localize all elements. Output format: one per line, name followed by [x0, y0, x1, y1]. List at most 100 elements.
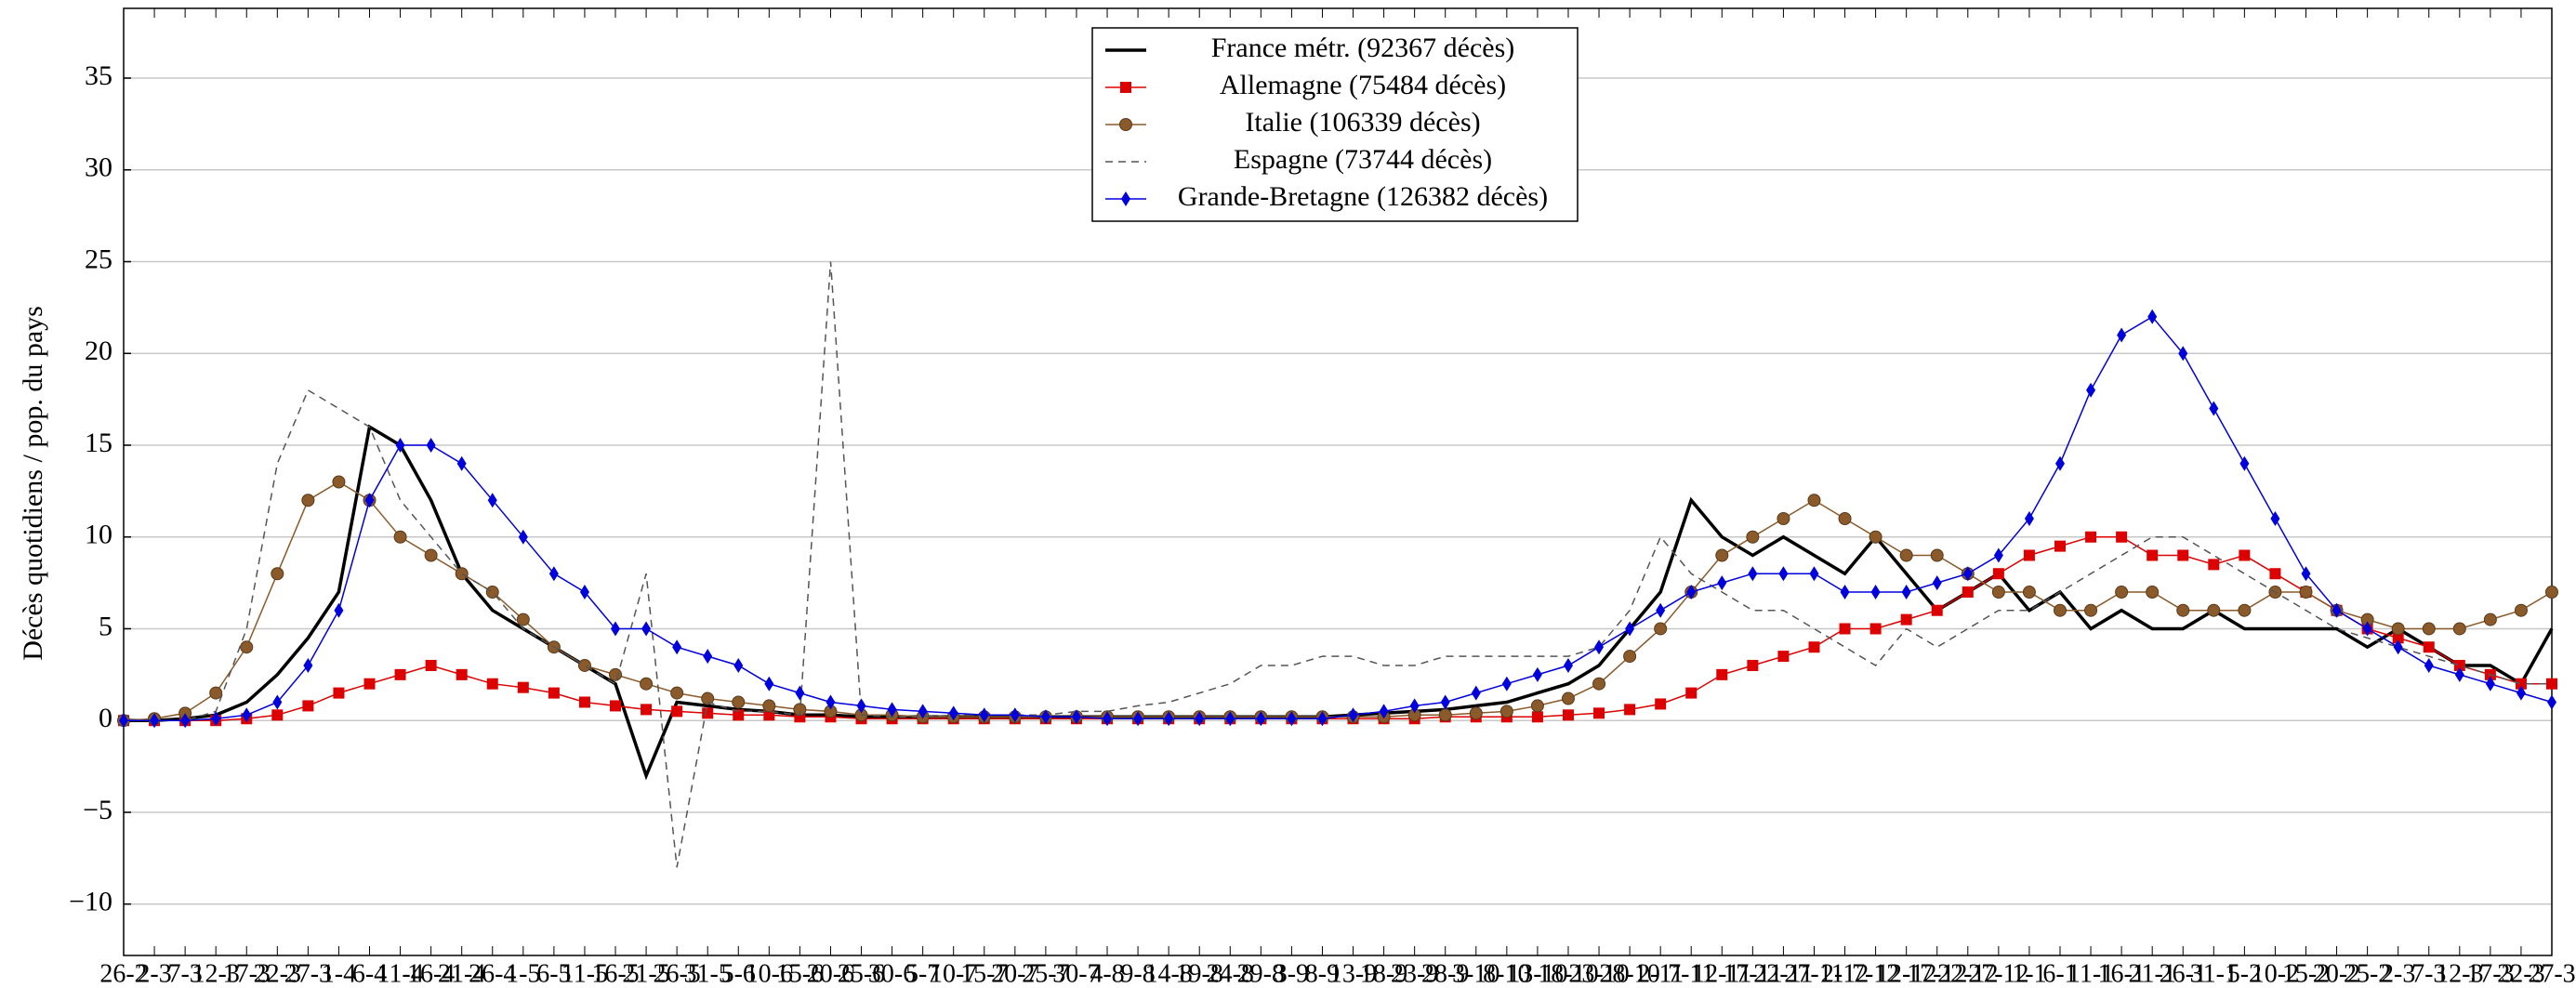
x-tick-label: 22-11 [1753, 959, 1813, 988]
x-tick-label: 5-2 [2227, 959, 2262, 988]
series-line [124, 315, 2553, 721]
marker [1838, 511, 1852, 525]
marker [2362, 621, 2372, 637]
marker [2084, 603, 2098, 617]
marker [1164, 711, 1174, 727]
x-tick-label: 24-8 [1207, 959, 1254, 988]
marker [1991, 585, 2005, 599]
marker [1901, 584, 1911, 599]
marker [426, 438, 436, 454]
marker [1655, 698, 1667, 710]
x-tick-label: 25-7 [1022, 959, 1069, 988]
marker [1379, 704, 1389, 719]
marker [2423, 641, 2435, 653]
marker [1748, 566, 1758, 582]
marker [2147, 309, 2158, 324]
x-tick-label: 23-9 [1391, 959, 1438, 988]
marker [2454, 666, 2464, 682]
marker [1840, 584, 1850, 599]
series-line [124, 261, 2552, 868]
marker [2483, 613, 2497, 626]
x-tick-label: 21-4 [438, 959, 485, 988]
marker [1040, 709, 1050, 725]
marker [1409, 698, 1420, 714]
marker [2392, 632, 2404, 644]
x-tick-label: 18-9 [1360, 959, 1407, 988]
x-tick-label: 11-5 [561, 959, 608, 988]
y-tick-label: 30 [85, 152, 112, 183]
marker [1348, 707, 1358, 723]
marker [1839, 623, 1851, 635]
y-tick-label: 25 [85, 244, 112, 274]
marker [2053, 603, 2067, 617]
marker [2178, 346, 2188, 362]
marker [302, 700, 314, 712]
x-tick-label: 20-7 [991, 959, 1038, 988]
marker [2515, 678, 2527, 690]
y-tick-label: 10 [85, 520, 112, 550]
marker [2086, 382, 2096, 398]
marker [1625, 621, 1635, 637]
marker [1317, 711, 1328, 727]
marker [1563, 657, 1573, 673]
marker [1747, 659, 1759, 671]
marker [887, 702, 897, 718]
marker [2024, 510, 2034, 526]
marker [1899, 548, 1913, 562]
marker [1686, 584, 1697, 599]
marker [333, 687, 345, 699]
marker [516, 613, 530, 626]
marker [393, 530, 407, 544]
marker [240, 640, 254, 654]
marker [979, 707, 989, 723]
marker [1931, 604, 1943, 616]
x-tick-label: 1-4 [322, 959, 356, 988]
marker [764, 676, 774, 692]
marker [1715, 548, 1729, 562]
x-tick-label: 23-10 [1568, 959, 1629, 988]
marker [1532, 666, 1542, 682]
x-tick-label: 15-7 [960, 959, 1008, 988]
marker [1133, 711, 1143, 727]
marker [2116, 531, 2128, 543]
marker [1624, 704, 1636, 716]
x-tick-label: 27-11 [1784, 959, 1843, 988]
x-tick-label: 20-2 [2313, 959, 2360, 988]
marker [548, 566, 559, 582]
marker [2117, 327, 2127, 343]
marker [1594, 639, 1605, 655]
marker [733, 657, 744, 673]
marker [2023, 549, 2035, 561]
marker [211, 711, 221, 727]
legend: France métr. (92367 décès) Allemagne (754… [1091, 27, 1579, 222]
marker [1287, 711, 1297, 727]
x-tick-label: 18-10 [1538, 959, 1598, 988]
marker [2452, 622, 2466, 636]
marker [1103, 711, 1113, 727]
marker [363, 678, 376, 690]
marker [1807, 494, 1821, 507]
marker [2208, 559, 2220, 571]
x-tick-label: 12-12 [1876, 959, 1936, 988]
x-tick-label: 15-2 [2282, 959, 2330, 988]
marker [2514, 603, 2528, 617]
marker [456, 455, 467, 471]
marker [1654, 622, 1668, 636]
marker [424, 548, 438, 562]
marker [517, 681, 529, 693]
marker [2547, 694, 2556, 710]
marker [456, 668, 468, 680]
marker [611, 621, 621, 637]
x-tick-label: 30-7 [1052, 959, 1100, 988]
marker [1900, 613, 1912, 626]
marker [1071, 709, 1081, 725]
marker [1746, 530, 1760, 544]
x-tick-label: 21-1 [2129, 959, 2176, 988]
marker [1623, 650, 1637, 664]
marker [1656, 602, 1666, 618]
marker [1717, 575, 1727, 591]
x-tick-label: 16-4 [407, 959, 455, 988]
x-tick-label: 21-5 [622, 959, 669, 988]
marker [119, 713, 128, 729]
x-tick-label: 17-3 [2466, 959, 2514, 988]
